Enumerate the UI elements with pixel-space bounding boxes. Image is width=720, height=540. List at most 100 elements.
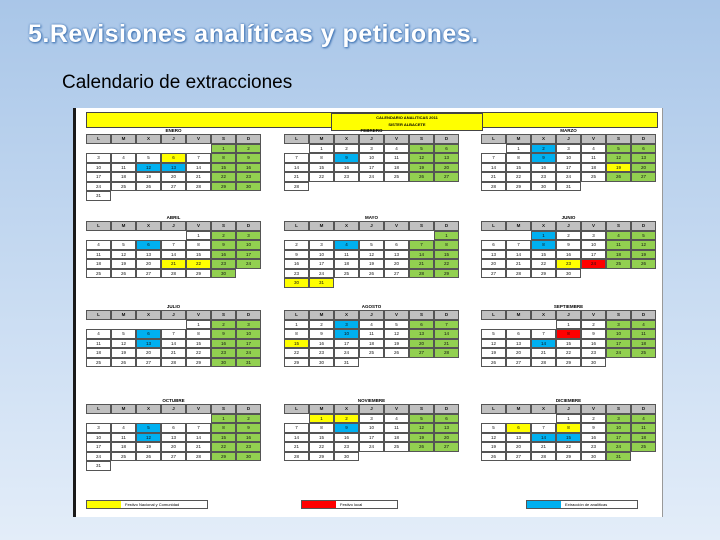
day-cell: 20: [434, 432, 459, 442]
day-cell: 30: [334, 451, 359, 461]
day-cell: 29: [211, 181, 236, 191]
empty-cell: [161, 320, 186, 330]
day-cell: 14: [161, 338, 186, 348]
day-cell: 14: [481, 162, 506, 172]
day-cell: 7: [186, 153, 211, 163]
day-cell: 28: [284, 181, 309, 191]
weekday-header: X: [334, 310, 359, 320]
day-cell: 11: [384, 423, 409, 433]
weekday-header: S: [211, 404, 236, 414]
day-cell: 6: [136, 240, 161, 250]
empty-cell: [481, 414, 506, 424]
day-cell: 6: [161, 153, 186, 163]
day-cell: 11: [86, 249, 111, 259]
month-grid: L M X J V S D 1 2 3 4 5 6 7 8 9 10 11 12 13 14 15 16 17 18 19 20 21…: [481, 404, 656, 461]
day-cell: 8: [284, 329, 309, 339]
day-cell: 9: [309, 329, 334, 339]
day-cell: 22: [211, 172, 236, 182]
weekday-header: D: [434, 221, 459, 231]
day-cell: 12: [136, 162, 161, 172]
day-cell: 21: [531, 348, 556, 358]
day-cell: 2: [531, 143, 556, 153]
day-cell: 15: [434, 249, 459, 259]
day-cell: 10: [86, 432, 111, 442]
month-name: NOVIEMBRE: [357, 398, 386, 403]
day-cell: 2: [309, 319, 334, 329]
day-cell: 3: [606, 319, 631, 329]
day-cell: 26: [136, 181, 161, 191]
day-cell: 23: [211, 259, 236, 269]
day-cell: 28: [531, 451, 556, 461]
day-cell: 10: [359, 153, 384, 163]
weekday-header: V: [384, 134, 409, 144]
weekday-header: J: [161, 134, 186, 144]
day-cell: 1: [531, 230, 556, 240]
day-cell: 19: [111, 259, 136, 269]
day-cell: 11: [86, 338, 111, 348]
day-cell: 1: [211, 413, 236, 423]
month-name: DICIEMBRE: [555, 398, 582, 403]
day-cell: 16: [334, 162, 359, 172]
day-cell: 10: [236, 240, 261, 250]
empty-cell: [284, 231, 309, 241]
day-cell: 11: [384, 153, 409, 163]
weekday-header: M: [111, 221, 136, 231]
weekday-header: M: [309, 404, 334, 414]
day-cell: 19: [384, 338, 409, 348]
day-cell: 13: [434, 423, 459, 433]
day-cell: 30: [581, 451, 606, 461]
day-cell: 27: [136, 268, 161, 278]
day-cell: 5: [409, 143, 434, 153]
day-cell: 6: [136, 329, 161, 339]
month-noviembre: NOVIEMBRE L M X J V S D 1 2 3 4 5 6 7 8 9 10 11 12 13 14 15 16 1…: [284, 398, 459, 461]
day-cell: 12: [136, 432, 161, 442]
day-cell: 18: [111, 442, 136, 452]
weekday-header: J: [556, 404, 581, 414]
day-cell: 27: [506, 357, 531, 367]
day-cell: 17: [86, 442, 111, 452]
day-cell: 15: [211, 162, 236, 172]
empty-cell: [334, 231, 359, 241]
empty-cell: [111, 231, 136, 241]
month-grid: L M X J V S D 1 2 3 4 5 6 7 8 9 10 11 12 13 14 15 16 17 18 19 20 21…: [284, 404, 459, 461]
weekday-header: D: [631, 310, 656, 320]
day-cell: 31: [86, 191, 111, 201]
month-grid: L M X J V S D 1 2 3 4 5 6 7 8 9 10 11 12 13 14 15 16 17 18 19 20 21…: [284, 134, 459, 191]
day-cell: 25: [384, 172, 409, 182]
day-cell: 22: [556, 442, 581, 452]
month-grid: L M X J V S D 1 2 3 4 5 6 7 8 9 10 11 12 13 14 15 16 17 18 19 20 21…: [86, 134, 261, 201]
day-cell: 26: [384, 348, 409, 358]
weekday-header: L: [481, 134, 506, 144]
day-cell: 14: [506, 249, 531, 259]
day-cell: 19: [111, 348, 136, 358]
day-cell: 12: [111, 249, 136, 259]
day-cell: 11: [631, 329, 656, 339]
day-cell: 26: [359, 268, 384, 278]
day-cell: 29: [506, 181, 531, 191]
empty-cell: [409, 231, 434, 241]
day-cell: 1: [186, 319, 211, 329]
day-cell: 30: [531, 181, 556, 191]
day-cell: 5: [136, 423, 161, 433]
month-diciembre: DICIEMBRE L M X J V S D 1 2 3 4 5 6 7 8 9 10 11 12 13 14 15 16 1…: [481, 398, 656, 461]
legend-label-national: Festivo Nacional y Comunidad: [125, 502, 180, 507]
empty-cell: [506, 414, 531, 424]
day-cell: 24: [581, 259, 606, 269]
day-cell: 11: [581, 153, 606, 163]
day-cell: 22: [531, 259, 556, 269]
day-cell: 14: [284, 432, 309, 442]
month-grid: L M X J V S D 1 2 3 4 5 6 7 8 9 10 11 12 13 14 15 16 17 18 19 20 21…: [481, 221, 656, 278]
day-cell: 18: [631, 432, 656, 442]
day-cell: 19: [409, 432, 434, 442]
day-cell: 28: [434, 348, 459, 358]
day-cell: 12: [631, 240, 656, 250]
day-cell: 4: [606, 230, 631, 240]
day-cell: 1: [309, 413, 334, 423]
day-cell: 13: [384, 249, 409, 259]
day-cell: 24: [236, 348, 261, 358]
weekday-header: V: [186, 134, 211, 144]
day-cell: 24: [556, 172, 581, 182]
day-cell: 10: [581, 240, 606, 250]
day-cell: 24: [359, 172, 384, 182]
day-cell: 11: [334, 249, 359, 259]
